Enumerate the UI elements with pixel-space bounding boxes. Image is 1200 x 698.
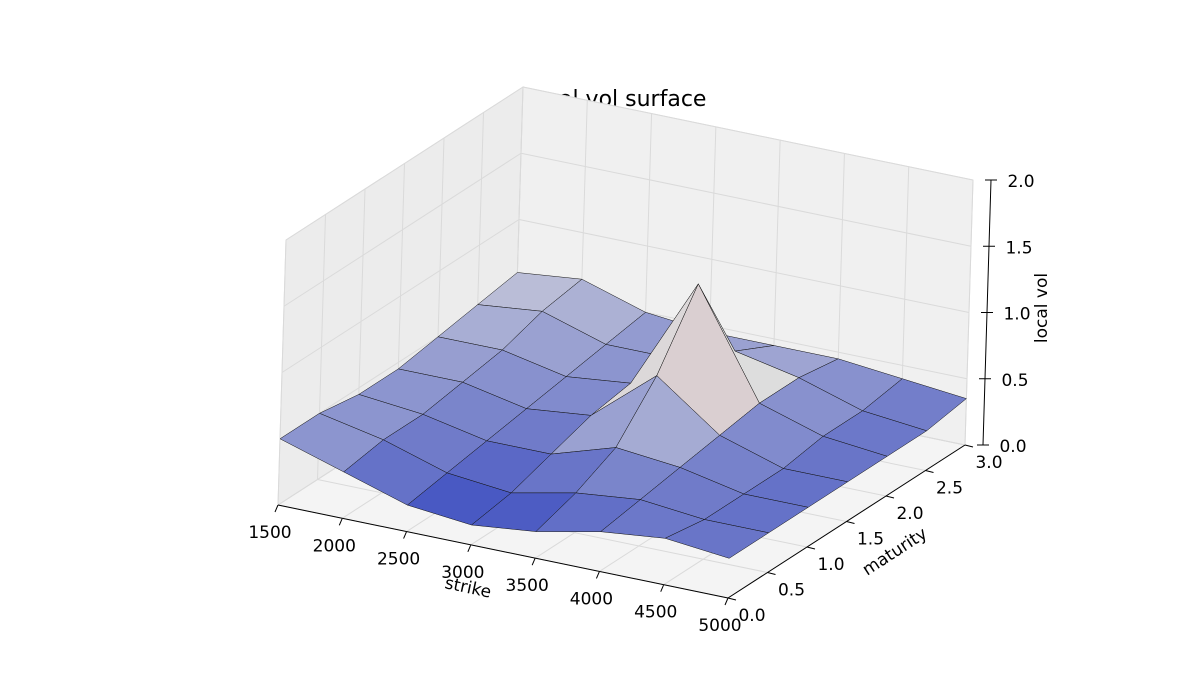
tick-mark [806, 546, 816, 550]
x-axis-line [277, 504, 729, 599]
x-tick-label: 5000 [698, 616, 741, 636]
tick-mark [338, 518, 343, 526]
tick-mark [467, 544, 472, 553]
tick-mark [531, 557, 536, 566]
z-axis-line [982, 179, 992, 446]
tick-mark [403, 531, 408, 539]
z-tick-label: 1.0 [1003, 305, 1030, 325]
tick-mark [964, 444, 974, 448]
y-tick-label: 1.5 [857, 530, 884, 550]
y-axis-line [727, 444, 966, 599]
y-tick-label: 0.0 [738, 606, 765, 626]
tick-mark [925, 470, 934, 473]
tick-mark [885, 495, 895, 499]
grid-line [281, 219, 520, 373]
grid-line [520, 152, 972, 247]
tick-mark [767, 572, 776, 575]
grid-line [285, 86, 524, 241]
tick-mark [846, 521, 855, 524]
x-tick-label: 2500 [377, 550, 420, 570]
y-tick-label: 3.0 [975, 453, 1002, 473]
z-tick-label: 0.0 [999, 437, 1026, 457]
grid-line [518, 219, 970, 313]
z-tick-label: 1.5 [1005, 238, 1032, 258]
tick-mark [724, 597, 729, 606]
surface-cell [664, 519, 770, 559]
grid-line [283, 152, 522, 307]
tick-mark [727, 597, 737, 601]
y-tick-label: 2.5 [936, 479, 963, 499]
x-tick-label: 3000 [441, 563, 484, 583]
tick-mark [274, 504, 279, 513]
z-tick-label: 2.0 [1007, 172, 1034, 192]
tick-mark [660, 584, 665, 592]
x-tick-label: 3500 [506, 576, 549, 596]
x-tick-label: 4000 [570, 589, 613, 609]
y-tick-label: 0.5 [778, 581, 805, 601]
y-tick-label: 1.0 [817, 555, 844, 575]
x-tick-label: 1500 [248, 523, 291, 543]
z-tick-label: 0.5 [1001, 371, 1028, 391]
tick-mark [595, 571, 600, 579]
z-axis-label: local vol [1032, 273, 1052, 343]
x-tick-label: 4500 [634, 603, 677, 623]
x-tick-label: 2000 [313, 536, 356, 556]
grid-line [522, 86, 974, 181]
y-tick-label: 2.0 [896, 504, 923, 524]
